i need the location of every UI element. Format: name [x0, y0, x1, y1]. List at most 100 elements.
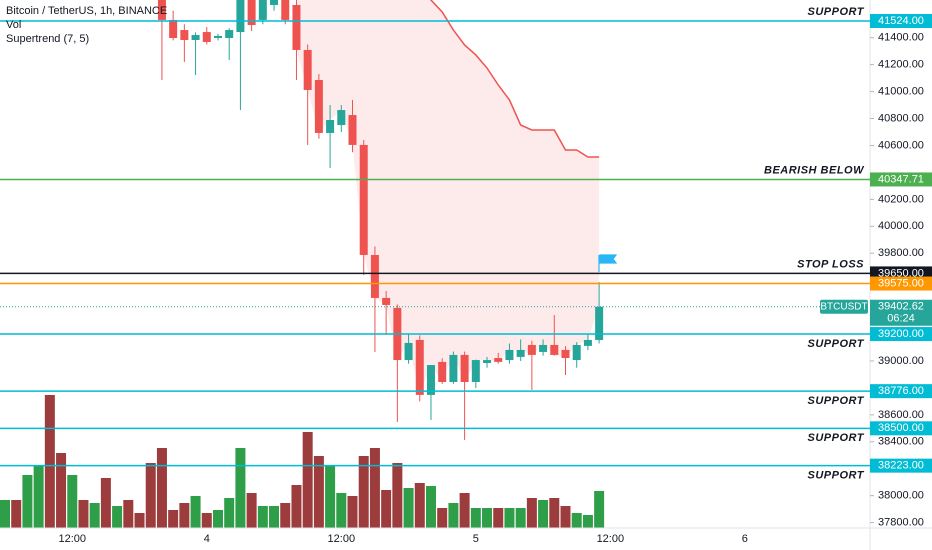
- level-tag-label: 39650.00: [878, 267, 924, 279]
- volume-bar: [448, 503, 459, 528]
- volume-bar: [246, 493, 257, 528]
- level-tag: [870, 172, 932, 187]
- level-tag-label: 40347.71: [878, 173, 924, 185]
- level-tag: [870, 14, 932, 29]
- candle-body: [550, 344, 559, 355]
- level-text: STOP LOSS: [797, 258, 864, 270]
- candle-body: [169, 19, 178, 38]
- volume-bar: [302, 432, 313, 528]
- volume-bar: [549, 498, 560, 528]
- indicator-label: Supertrend (7, 5): [6, 33, 89, 45]
- candle-body: [382, 297, 391, 305]
- y-tick-label: 40600.00: [878, 139, 924, 151]
- volume-bar: [33, 465, 44, 528]
- candle-body: [202, 32, 211, 43]
- volume-bar: [123, 500, 134, 528]
- candle-body: [415, 339, 424, 395]
- volume-bar: [145, 463, 156, 528]
- level-tag-label: 38500.00: [878, 422, 924, 434]
- volume-bar: [22, 475, 33, 528]
- level-text: SUPPORT: [808, 6, 865, 18]
- candle-body: [561, 349, 570, 359]
- candle-body: [370, 254, 379, 298]
- level-text: SUPPORT: [808, 470, 865, 482]
- volume-bar: [235, 448, 246, 528]
- x-tick-label: 12:00: [328, 533, 356, 545]
- y-tick-label: 38000.00: [878, 490, 924, 502]
- y-tick-label: 37800.00: [878, 517, 924, 529]
- level-tag: [870, 276, 932, 291]
- volume-bar: [515, 508, 526, 528]
- volume-bar: [100, 478, 111, 528]
- candle-body: [483, 360, 492, 363]
- volume-bar: [313, 456, 324, 528]
- volume-bar: [0, 500, 10, 528]
- level-text: SUPPORT: [808, 338, 865, 350]
- candle-body: [213, 35, 222, 38]
- candle-body: [460, 354, 469, 382]
- supertrend-fill: [296, 0, 600, 395]
- volume-bar: [538, 500, 549, 528]
- candle-body: [157, 0, 166, 20]
- level-text: SUPPORT: [808, 432, 865, 444]
- candle-body: [292, 4, 301, 50]
- volume-bar: [594, 491, 605, 528]
- volume-bar: [257, 506, 268, 528]
- y-tick-label: 39000.00: [878, 355, 924, 367]
- candle-body: [404, 342, 413, 361]
- volume-bar: [44, 395, 55, 528]
- level-tag-label: 41524.00: [878, 15, 924, 27]
- symbol-tag: [820, 299, 868, 314]
- candle-body: [583, 339, 592, 346]
- volume-bar: [134, 513, 145, 528]
- candle-body: [505, 349, 514, 361]
- candle-body: [281, 0, 290, 20]
- indicator-label: Vol: [6, 19, 21, 31]
- candle-body: [438, 361, 447, 382]
- candle-body: [191, 35, 200, 41]
- candle-body: [426, 365, 435, 395]
- volume-bar: [414, 483, 425, 528]
- candle-body: [471, 360, 480, 382]
- volume-bar: [571, 513, 582, 528]
- candle-body: [348, 115, 357, 145]
- volume-bar: [493, 508, 504, 528]
- x-tick-label: 6: [742, 533, 748, 545]
- level-tag: [870, 327, 932, 342]
- y-tick-label: 38400.00: [878, 436, 924, 448]
- flag-icon: [598, 254, 618, 272]
- volume-bar: [11, 500, 22, 528]
- symbol-tag-label: BTCUSDT: [820, 301, 867, 312]
- price-tag-label: 39402.62: [878, 301, 924, 313]
- volume-bar: [381, 490, 392, 528]
- candle-body: [270, 0, 279, 5]
- volume-bar: [482, 508, 493, 528]
- volume-bar: [425, 486, 436, 528]
- volume-bar: [156, 448, 167, 528]
- x-tick-label: 5: [473, 533, 479, 545]
- volume-bar: [201, 513, 212, 528]
- candle-body: [225, 30, 234, 38]
- volume-bar: [67, 475, 78, 528]
- volume-bar: [369, 448, 380, 528]
- volume-bar: [78, 500, 89, 528]
- volume-bar: [212, 510, 223, 528]
- volume-bar: [392, 463, 403, 528]
- level-text: SUPPORT: [808, 395, 865, 407]
- volume-bar: [470, 508, 481, 528]
- candle-body: [539, 344, 548, 352]
- volume-bar: [459, 493, 470, 528]
- y-tick-label: 39800.00: [878, 247, 924, 259]
- volume-bar: [168, 510, 179, 528]
- volume-bar: [336, 493, 347, 528]
- y-tick-label: 40800.00: [878, 112, 924, 124]
- volume-bar: [179, 503, 190, 528]
- y-tick-label: 41400.00: [878, 32, 924, 44]
- price-tag: [870, 299, 932, 326]
- level-text: BEARISH BELOW: [764, 164, 865, 176]
- volume-bar: [504, 508, 515, 528]
- volume-bar: [347, 496, 358, 528]
- candle-body: [516, 349, 525, 357]
- y-tick-label: 41000.00: [878, 85, 924, 97]
